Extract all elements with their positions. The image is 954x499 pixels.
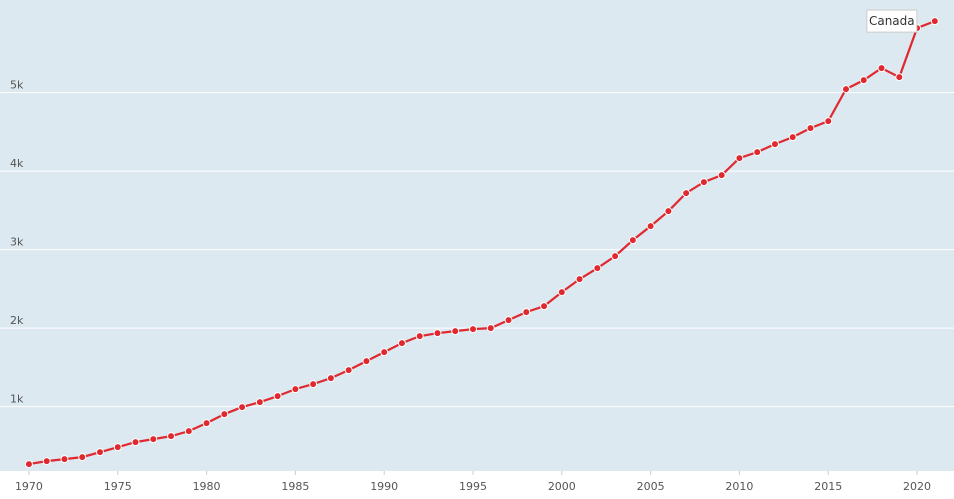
series-label-box <box>866 9 918 33</box>
plot-background <box>0 0 954 471</box>
series-label-text: Canada <box>869 14 915 28</box>
y-tick-label: 1k <box>10 393 24 406</box>
data-point <box>842 85 851 94</box>
data-point <box>149 435 158 444</box>
data-point <box>877 64 886 73</box>
x-tick-label: 2000 <box>548 480 576 493</box>
data-point <box>451 327 460 336</box>
data-point <box>96 448 105 457</box>
y-tick-label: 2k <box>10 314 24 327</box>
data-point <box>131 438 140 447</box>
data-point <box>238 403 247 412</box>
data-point <box>735 154 744 163</box>
data-point <box>397 339 406 348</box>
data-point <box>380 348 389 357</box>
data-point <box>557 288 566 297</box>
x-tick-label: 1970 <box>15 480 43 493</box>
data-point <box>611 252 620 261</box>
y-tick-label: 4k <box>10 157 24 170</box>
data-point <box>575 275 584 284</box>
y-tick-label: 5k <box>10 79 24 92</box>
data-point <box>469 325 478 334</box>
data-point <box>202 419 211 428</box>
data-line <box>28 20 936 466</box>
data-point <box>113 443 122 452</box>
x-tick-label: 1975 <box>104 480 132 493</box>
data-point <box>504 316 513 325</box>
data-point <box>362 357 371 366</box>
data-point <box>895 73 904 82</box>
data-point <box>24 460 33 469</box>
data-point <box>309 380 318 389</box>
data-point <box>415 332 424 341</box>
x-tick-label: 2020 <box>903 480 931 493</box>
data-point <box>824 117 833 126</box>
data-point <box>646 222 655 231</box>
data-point <box>930 17 939 26</box>
data-point <box>699 178 708 187</box>
data-point <box>344 366 353 375</box>
data-point <box>628 236 637 245</box>
data-point <box>291 385 300 394</box>
y-tick-label: 3k <box>10 236 24 249</box>
data-point <box>664 207 673 216</box>
data-point <box>167 432 176 441</box>
data-point <box>184 427 193 436</box>
x-tick-label: 2010 <box>725 480 753 493</box>
data-point <box>770 140 779 149</box>
x-tick-label: 2005 <box>637 480 665 493</box>
series-label: Canada <box>866 9 918 33</box>
x-tick-label: 1980 <box>193 480 221 493</box>
data-point <box>433 329 442 338</box>
x-tick-label: 1990 <box>370 480 398 493</box>
data-point <box>78 453 87 462</box>
data-point <box>220 410 229 419</box>
data-point <box>42 457 51 466</box>
data-point <box>273 392 282 401</box>
data-point <box>717 171 726 180</box>
data-point <box>522 308 531 317</box>
x-tick-label: 1995 <box>459 480 487 493</box>
data-point <box>788 133 797 142</box>
data-point <box>682 189 691 198</box>
data-point <box>859 76 868 85</box>
data-point <box>806 124 815 133</box>
data-point <box>486 324 495 333</box>
data-point <box>60 455 69 464</box>
data-point <box>540 302 549 311</box>
data-point <box>326 374 335 383</box>
x-tick-label: 1985 <box>281 480 309 493</box>
x-tick-label: 2015 <box>814 480 842 493</box>
data-point <box>753 148 762 157</box>
data-point <box>593 264 602 273</box>
data-point <box>255 398 264 407</box>
